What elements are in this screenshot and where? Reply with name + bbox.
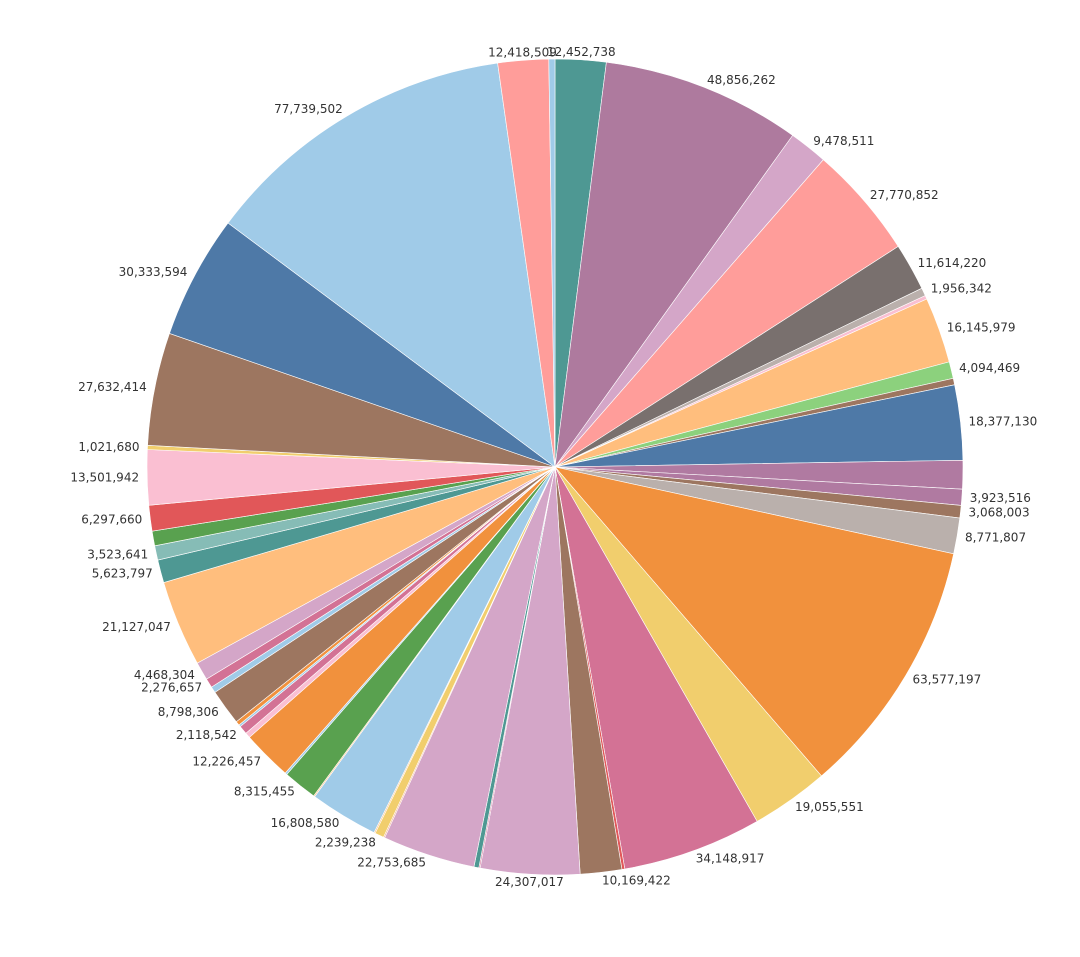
- slice-value-label: 13,501,942: [70, 471, 139, 485]
- slice-value-label: 34,148,917: [696, 852, 765, 866]
- slice-value-label: 63,577,197: [913, 673, 982, 687]
- slice-value-label: 4,468,304: [134, 668, 195, 682]
- slice-value-label: 12,418,509: [488, 45, 557, 59]
- slice-value-label: 30,333,594: [119, 265, 188, 279]
- slice-value-label: 16,145,979: [947, 320, 1016, 334]
- slice-value-label: 3,523,641: [87, 548, 148, 562]
- slice-value-label: 16,808,580: [271, 816, 340, 830]
- labels-layer: 12,452,738 48,856,262 9,478,511 27,770,852 1…: [70, 45, 1037, 889]
- slice-value-label: 27,632,414: [78, 380, 147, 394]
- slice-value-label: 21,127,047: [102, 620, 171, 634]
- slice-value-label: 1,021,680: [78, 440, 139, 454]
- slice-value-label: 48,856,262: [707, 73, 776, 87]
- slice-value-label: 4,094,469: [959, 361, 1020, 375]
- slice-value-label: 8,771,807: [965, 530, 1026, 544]
- pie-slice: [548, 58, 556, 468]
- slice-value-label: 3,923,516: [970, 491, 1031, 505]
- slice-value-label: 2,118,542: [176, 728, 237, 742]
- slice-value-label: 3,068,003: [969, 506, 1030, 520]
- slice-value-label: 8,798,306: [158, 705, 219, 719]
- pie-slice: [554, 466, 955, 777]
- slice-value-label: 6,297,660: [81, 512, 142, 526]
- slice-value-label: 2,276,657: [141, 680, 202, 694]
- slice-value-label: 24,307,017: [495, 875, 564, 889]
- slice-value-label: 12,452,738: [547, 45, 616, 59]
- slice-value-label: 11,614,220: [918, 256, 987, 270]
- slice-value-label: 10,169,422: [602, 873, 671, 887]
- slice-value-label: 77,739,502: [274, 102, 343, 116]
- pie-slice: [554, 466, 758, 870]
- slice-value-label: 2,239,238: [315, 836, 376, 850]
- slice-value-label: 5,623,797: [92, 566, 153, 580]
- slice-value-label: 12,226,457: [192, 754, 261, 768]
- slice-value-label: 8,315,455: [234, 785, 295, 799]
- slice-value-label: 19,055,551: [795, 800, 864, 814]
- slice-value-label: 9,478,511: [813, 134, 874, 148]
- slice-value-label: 22,753,685: [357, 856, 426, 870]
- slices-layer: [146, 58, 964, 876]
- pie-slice: [227, 62, 556, 468]
- slice-value-label: 18,377,130: [969, 415, 1038, 429]
- slice-value-label: 1,956,342: [931, 282, 992, 296]
- slice-value-label: 27,770,852: [870, 188, 939, 202]
- pie-slice: [554, 61, 794, 468]
